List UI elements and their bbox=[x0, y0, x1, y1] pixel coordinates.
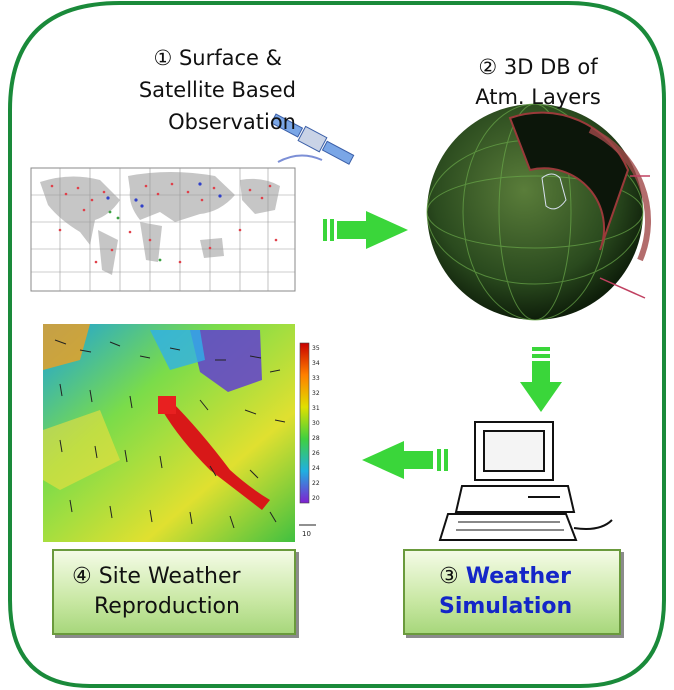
step1-label: ① Surface & Satellite Based Observation bbox=[46, 42, 296, 138]
colorbar-tick-label: 24 bbox=[312, 465, 320, 472]
colorbar-tick-label: 34 bbox=[312, 360, 320, 367]
colorbar-tick-label: 30 bbox=[312, 420, 320, 427]
step4-line1: ④ Site Weather bbox=[72, 564, 241, 589]
colorbar-scale-label: 10 bbox=[302, 530, 311, 538]
step1-line1: ① Surface & bbox=[153, 46, 282, 70]
step1-line2: Satellite Based bbox=[138, 78, 296, 102]
step2-line1: ② 3D DB of bbox=[478, 55, 598, 79]
colorbar-tick-label: 20 bbox=[312, 495, 320, 502]
colorbar-tick-label: 33 bbox=[312, 375, 320, 382]
step3-box: ③ Weather Simulation bbox=[403, 549, 621, 635]
weather-map-image bbox=[43, 324, 295, 542]
colorbar-tick-label: 35 bbox=[312, 345, 320, 352]
arrow-down-icon bbox=[520, 347, 562, 412]
colorbar: 35 34 33 32 31 30 28 26 24 22 20 10 bbox=[299, 342, 320, 538]
step4-box: ④ Site Weather Reproduction bbox=[52, 549, 296, 635]
computer-icon bbox=[438, 421, 613, 541]
colorbar-tick-label: 22 bbox=[312, 480, 320, 487]
step3-line1: ③ Weather bbox=[439, 562, 571, 592]
colorbar-tick-label: 28 bbox=[312, 435, 320, 442]
arrow-left-icon bbox=[362, 441, 448, 479]
world-map-image bbox=[30, 167, 296, 292]
step2-line2: Atm. Layers bbox=[475, 85, 601, 109]
colorbar-tick-label: 32 bbox=[312, 390, 320, 397]
step2-label: ② 3D DB of Atm. Layers bbox=[428, 52, 648, 112]
step4-line2: Reproduction bbox=[94, 594, 240, 619]
arrow-right-icon bbox=[323, 211, 408, 249]
satellite-icon bbox=[270, 113, 355, 165]
colorbar-tick-label: 26 bbox=[312, 450, 320, 457]
step3-title-simulation: Simulation bbox=[439, 594, 573, 619]
step3-number: ③ bbox=[439, 564, 459, 589]
globe-image bbox=[426, 103, 652, 321]
step1-line3: Observation bbox=[168, 110, 296, 134]
step3-title-weather: Weather bbox=[465, 564, 571, 589]
frame-border bbox=[8, 0, 666, 688]
colorbar-tick-label: 31 bbox=[312, 405, 320, 412]
